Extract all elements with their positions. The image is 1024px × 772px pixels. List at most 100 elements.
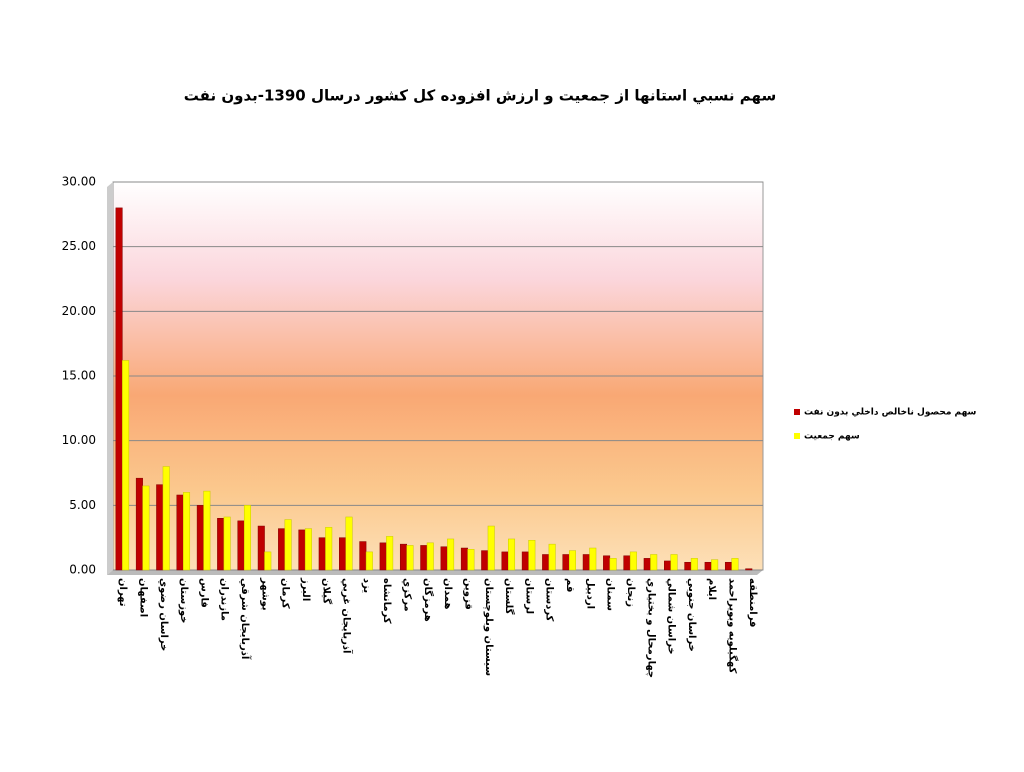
legend-label: سهم جمعيت (804, 432, 860, 442)
x-tick-label: مرکزي (402, 578, 413, 612)
bar (304, 528, 312, 571)
bar (711, 559, 719, 571)
bar (237, 520, 245, 571)
bar (704, 561, 712, 571)
bar (528, 540, 536, 571)
x-tick-label: هرمزگان (422, 578, 435, 622)
bar (447, 538, 455, 571)
bar (501, 551, 509, 571)
bar (142, 485, 150, 571)
bar (325, 527, 333, 571)
bar (664, 560, 672, 571)
bar (359, 541, 367, 571)
bar (243, 505, 251, 571)
bar (365, 551, 373, 571)
y-tick-label: 20.00 (62, 304, 96, 318)
x-tick-label: آذربايجان غربي (341, 578, 354, 654)
x-tick-label: خراسان رضوي (158, 578, 169, 651)
floor (107, 570, 763, 575)
bar (603, 555, 611, 571)
x-tick-label: قم (564, 578, 575, 592)
bar (115, 207, 123, 571)
bar (440, 546, 448, 571)
x-tick-label: تهران (117, 578, 128, 607)
bar (548, 543, 556, 571)
bar (745, 568, 753, 571)
bar (731, 558, 739, 571)
bar (379, 542, 387, 571)
bar (420, 545, 428, 571)
bar (521, 551, 529, 571)
x-tick-label: فارس (198, 578, 209, 608)
bar (568, 550, 576, 571)
x-tick-label: لرستان (523, 578, 534, 614)
bar (508, 538, 516, 571)
bar (426, 542, 434, 571)
x-tick-label: ايلام (706, 578, 717, 600)
bar (203, 490, 211, 571)
bar (467, 549, 475, 571)
x-tick-label: اصفهان (137, 578, 148, 617)
x-tick-label: قزوين (462, 578, 473, 610)
bar (582, 554, 590, 571)
x-tick-label: خراسان جنوبي (686, 578, 697, 652)
bar (399, 543, 407, 571)
bar (623, 555, 631, 571)
bar (650, 554, 658, 571)
bar (345, 516, 353, 571)
x-tick-label: البرز (300, 577, 311, 601)
x-tick-label: يزد (361, 578, 372, 593)
x-tick-label: گلستان (503, 578, 516, 615)
bar (386, 536, 394, 571)
y-tick-label: 30.00 (62, 175, 96, 189)
bar (609, 558, 617, 571)
x-tick-label: سيستان وبلوچستان (483, 578, 494, 676)
x-tick-label: زنجان (625, 578, 636, 607)
legend-swatch (794, 433, 800, 439)
bar (460, 547, 468, 571)
side-wall (107, 182, 113, 575)
bar (122, 360, 130, 571)
x-tick-label: مازندران (219, 578, 230, 621)
y-tick-label: 25.00 (62, 239, 96, 253)
x-tick-label: کردستان (544, 578, 555, 622)
x-tick-label: همدان (442, 578, 453, 609)
bar (135, 477, 143, 571)
bar (406, 545, 414, 571)
bar (481, 550, 489, 571)
bar (298, 529, 306, 571)
bar (162, 466, 170, 571)
x-tick-label: آذربايجان شرقي (239, 578, 252, 660)
bar (183, 492, 191, 571)
bar (670, 554, 678, 571)
y-tick-label: 5.00 (69, 498, 96, 512)
legend-label: سهم محصول ناخالص داخلي بدون نفت (804, 408, 977, 418)
x-tick-label: خراسان شمالي (666, 578, 677, 655)
bar (562, 554, 570, 571)
bar (724, 561, 732, 571)
x-tick-label: سمنان (605, 578, 616, 611)
x-tick-label: کرمانشاه (381, 578, 392, 624)
bar (318, 537, 326, 571)
bar (542, 554, 550, 571)
x-tick-label: بوشهر (259, 577, 270, 611)
bar (196, 505, 204, 571)
y-tick-label: 15.00 (62, 369, 96, 383)
bar (176, 494, 184, 571)
x-tick-label: اردبيل (584, 578, 595, 609)
y-tick-label: 0.00 (69, 563, 96, 577)
bar (690, 558, 698, 571)
bar (278, 528, 286, 571)
x-tick-label: کهگيلويه وبويراحمد (727, 578, 740, 673)
bar (156, 484, 164, 571)
bar (257, 525, 265, 571)
bar (223, 516, 231, 571)
bar (684, 561, 692, 571)
bar (487, 525, 495, 571)
bar (589, 547, 597, 571)
y-tick-label: 10.00 (62, 433, 96, 447)
bar (264, 551, 272, 571)
x-tick-label: فرامنطقه (747, 578, 758, 627)
